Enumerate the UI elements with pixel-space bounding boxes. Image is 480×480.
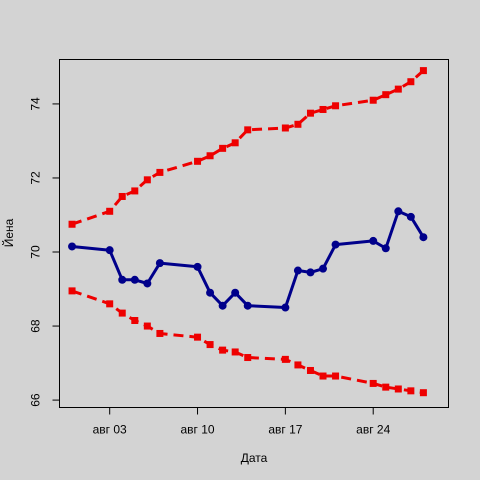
data-point (156, 329, 164, 337)
data-point (407, 387, 415, 395)
data-point (143, 322, 151, 330)
data-point (231, 348, 239, 356)
data-point (143, 176, 151, 184)
x-tick-label: авг 10 (180, 423, 214, 437)
data-point (219, 346, 227, 354)
data-point (306, 268, 315, 277)
data-point (131, 187, 139, 195)
y-axis-title: Йена (1, 218, 16, 247)
data-point (231, 139, 239, 147)
data-point (218, 301, 227, 310)
data-point (319, 105, 327, 113)
data-point (406, 212, 415, 221)
data-point (155, 259, 164, 268)
data-point (231, 288, 240, 297)
data-point (419, 67, 427, 75)
data-point (244, 126, 252, 134)
data-point (394, 207, 403, 216)
y-axis: 66 68 70 72 74 (29, 97, 60, 407)
data-point (118, 309, 126, 317)
data-point (381, 244, 390, 253)
data-point (294, 361, 302, 369)
data-point (194, 157, 202, 165)
x-axis: авг 03 авг 10 авг 17 авг 24 (93, 407, 391, 437)
x-tick-label: авг 24 (356, 423, 390, 437)
data-point (306, 109, 314, 117)
data-point (369, 236, 378, 245)
data-point (156, 168, 164, 176)
y-tick-label: 70 (29, 245, 43, 259)
data-point (319, 264, 328, 273)
x-axis-title: Дата (241, 451, 268, 465)
data-point (419, 389, 427, 397)
data-point (143, 279, 152, 288)
data-point (369, 96, 377, 104)
data-point (130, 275, 139, 284)
x-tick-label: авг 17 (268, 423, 302, 437)
data-point (243, 301, 252, 310)
y-tick-label: 66 (29, 393, 43, 407)
series-3-line (71, 289, 424, 395)
data-point (407, 78, 415, 86)
data-point (118, 192, 126, 200)
data-point (219, 144, 227, 152)
data-point (281, 355, 289, 363)
data-point (281, 303, 290, 312)
data-point (68, 242, 77, 251)
data-point (118, 275, 127, 284)
data-point (294, 120, 302, 128)
series-2 (68, 67, 427, 228)
series-3 (68, 287, 427, 397)
data-point (106, 207, 114, 215)
y-tick-label: 74 (29, 97, 43, 111)
data-point (68, 220, 76, 228)
data-point (194, 333, 202, 341)
data-point (68, 287, 76, 295)
data-point (369, 379, 377, 387)
data-point (394, 85, 402, 93)
data-point (206, 288, 215, 297)
x-tick-label: авг 03 (93, 423, 127, 437)
data-point (319, 372, 327, 380)
data-point (394, 385, 402, 393)
data-point (281, 124, 289, 132)
series-layer (68, 67, 428, 397)
data-point (293, 266, 302, 275)
data-point (193, 262, 202, 271)
data-point (382, 91, 390, 99)
series-1-line (71, 209, 425, 309)
data-point (332, 102, 340, 110)
data-point (206, 152, 214, 160)
data-point (419, 233, 428, 242)
data-point (382, 383, 390, 391)
data-point (105, 246, 114, 255)
data-point (331, 240, 340, 249)
y-tick-label: 68 (29, 319, 43, 333)
data-point (332, 372, 340, 380)
series-1 (68, 207, 428, 312)
data-point (306, 366, 314, 374)
series-2-line (71, 69, 425, 226)
y-tick-label: 72 (29, 171, 43, 185)
data-point (106, 300, 114, 308)
data-point (244, 354, 252, 362)
data-point (131, 317, 139, 324)
data-point (206, 341, 214, 349)
